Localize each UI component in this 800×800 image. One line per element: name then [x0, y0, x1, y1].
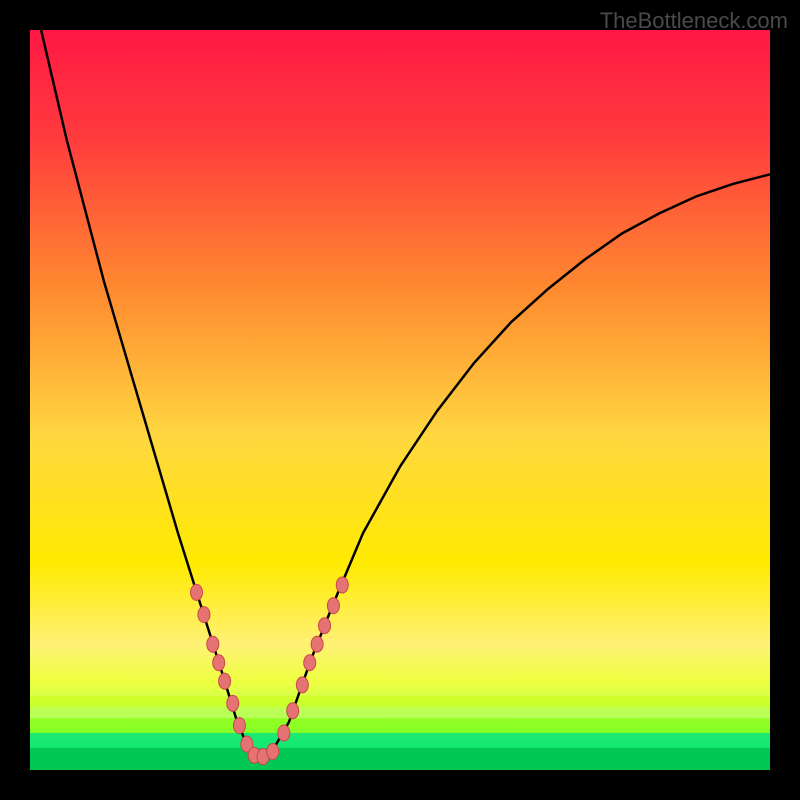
chart-container: TheBottleneck.com — [0, 0, 800, 800]
bottleneck-chart — [0, 0, 800, 800]
watermark-text: TheBottleneck.com — [600, 8, 788, 34]
